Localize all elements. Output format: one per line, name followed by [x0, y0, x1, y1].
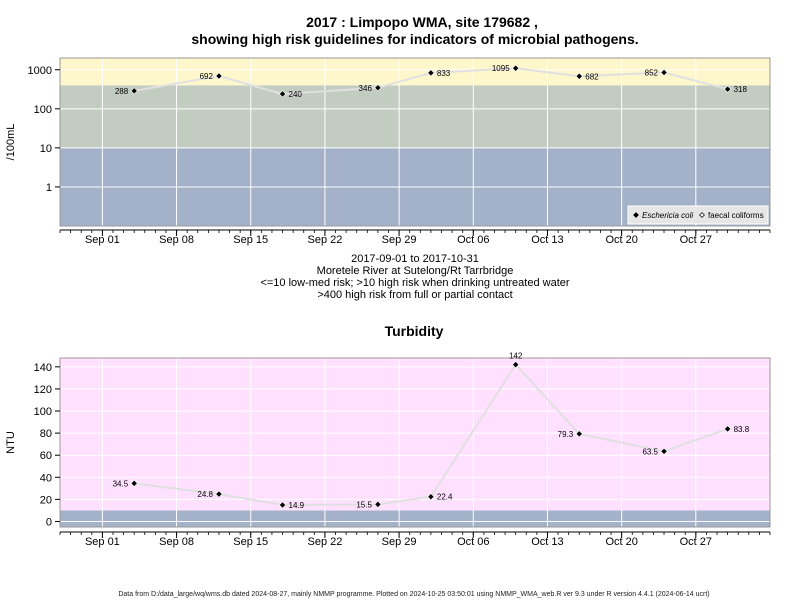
x-tick-label-3: Sep 22	[307, 234, 342, 246]
x-tick-label-1: Sep 08	[159, 234, 194, 246]
y-tick-label-3: 1000	[28, 65, 52, 77]
y-tick-label-2: 40	[40, 472, 52, 484]
x-tick-label-5: Oct 06	[457, 234, 489, 246]
data-label-8: 318	[734, 85, 748, 94]
data-label-6: 682	[585, 72, 599, 81]
x-tick-label-1: Sep 08	[159, 536, 194, 548]
chart-title-line1: 2017 : Limpopo WMA, site 179682 ,	[306, 14, 538, 30]
data-label-5: 142	[509, 352, 523, 361]
x-tick-label-3: Sep 22	[307, 536, 342, 548]
x-tick-label-0: Sep 01	[85, 536, 120, 548]
legend-marker-0	[633, 212, 639, 218]
legend-marker-1	[699, 212, 705, 218]
background-band-1	[60, 358, 770, 511]
y-tick-label-3: 60	[40, 450, 52, 462]
plot-frame	[59, 57, 771, 227]
y-tick-label-1: 10	[40, 143, 52, 155]
data-point-0	[130, 87, 138, 95]
y-tick-label-4: 80	[40, 428, 52, 440]
x-tick-label-5: Oct 06	[457, 536, 489, 548]
data-label-5: 1095	[492, 64, 510, 73]
data-label-0: 34.5	[113, 479, 129, 488]
x-tick-label-6: Oct 13	[531, 234, 563, 246]
data-point-8	[723, 85, 732, 93]
x-tick-label-2: Sep 15	[233, 234, 268, 246]
x-tick-label-7: Oct 20	[605, 536, 637, 548]
y-tick-label-0: 0	[46, 516, 52, 528]
chart-title-line2: showing high risk guidelines for indicat…	[191, 31, 638, 47]
data-label-6: 79.3	[558, 430, 574, 439]
data-label-7: 63.5	[642, 447, 658, 456]
data-point-2	[278, 90, 287, 98]
data-point-2	[278, 501, 287, 509]
y-tick-label-6: 120	[34, 384, 52, 396]
river-label: Moretele River at Sutelong/Rt Tarrbridge	[317, 265, 514, 277]
date-range-label: 2017-09-01 to 2017-10-31	[351, 253, 479, 265]
data-point-3	[374, 84, 382, 92]
guideline-contact-label: >400 high risk from full or partial cont…	[317, 289, 512, 301]
data-label-4: 22.4	[437, 493, 453, 502]
y-tick-label-5: 100	[34, 406, 52, 418]
x-tick-label-7: Oct 20	[605, 234, 637, 246]
plot-frame	[59, 357, 771, 528]
data-label-4: 833	[437, 69, 451, 78]
data-point-8	[723, 425, 732, 433]
data-point-0	[130, 479, 138, 487]
data-label-1: 24.8	[197, 490, 213, 499]
data-point-4	[427, 69, 435, 77]
x-tick-label-4: Sep 29	[382, 234, 417, 246]
x-tick-label-4: Sep 29	[382, 536, 417, 548]
data-label-0: 288	[115, 87, 129, 96]
data-label-1: 692	[200, 72, 214, 81]
y-axis-label: /100mL	[5, 124, 17, 161]
data-point-6	[575, 72, 583, 80]
y-axis-label: NTU	[5, 431, 17, 454]
x-tick-label-6: Oct 13	[531, 536, 563, 548]
data-point-7	[660, 68, 668, 77]
x-tick-label-8: Oct 27	[680, 234, 712, 246]
x-tick-label-2: Sep 15	[233, 536, 268, 548]
y-tick-label-7: 140	[34, 362, 52, 374]
data-label-2: 14.9	[289, 501, 305, 510]
data-label-2: 240	[289, 90, 303, 99]
y-tick-label-1: 20	[40, 494, 52, 506]
data-label-8: 83.8	[734, 425, 750, 434]
turbidity-title: Turbidity	[385, 323, 444, 339]
data-point-1	[215, 72, 223, 80]
background-band-2	[60, 58, 770, 86]
turbidity-panel: 0 20 40 60 80 100 120 140 NTU Sep 01 Sep 08 Sep 15 S…	[5, 352, 771, 548]
data-label-7: 852	[645, 68, 659, 77]
legend-box	[627, 205, 769, 225]
background-band-1	[60, 85, 770, 148]
data-point-7	[660, 447, 668, 455]
data-point-5	[512, 361, 520, 369]
ecoli-panel: 1 10 100 1000/100mL Sep 01 Sep 08 Sep 15 Sep 22…	[5, 57, 771, 246]
background-band-0	[60, 510, 770, 527]
legend-label-1: faecal coliforms	[708, 211, 764, 220]
data-point-3	[374, 500, 382, 508]
data-point-6	[575, 430, 583, 438]
x-tick-label-8: Oct 27	[680, 536, 712, 548]
y-tick-label-2: 100	[34, 104, 52, 116]
x-tick-label-0: Sep 01	[85, 234, 120, 246]
y-tick-label-0: 1	[46, 182, 52, 194]
data-point-5	[512, 64, 520, 72]
data-label-3: 346	[359, 84, 373, 93]
data-label-3: 15.5	[356, 500, 372, 509]
guideline-drinking-label: <=10 low-med risk; >10 high risk when dr…	[260, 277, 569, 289]
legend-label-0: Eschericia coli	[642, 211, 693, 220]
footer-note: Data from D:/data_large/wq/wms.db dated …	[118, 591, 709, 598]
data-point-1	[215, 490, 223, 498]
data-point-4	[427, 493, 435, 501]
